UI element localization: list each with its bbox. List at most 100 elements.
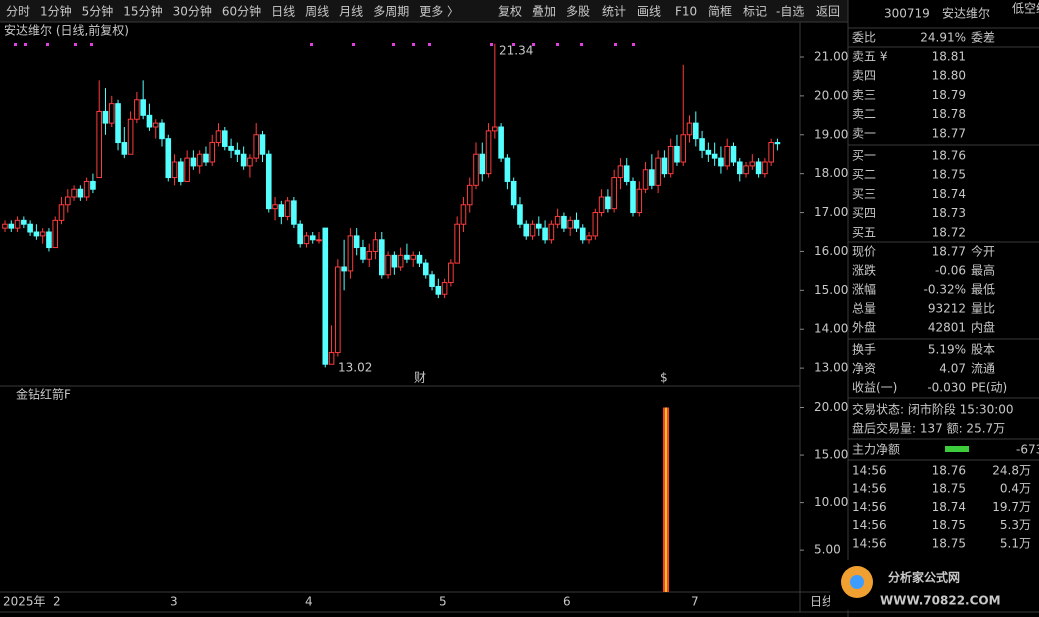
candle-body <box>203 153 209 163</box>
candle-body <box>328 352 335 365</box>
value: -0.030 <box>927 381 966 395</box>
toolbar-button[interactable]: 返回 <box>816 5 840 19</box>
candle-body <box>65 196 71 206</box>
candle-body <box>83 180 90 198</box>
candle-body <box>592 212 599 237</box>
indicator-title: 金钻红箭F <box>16 387 71 402</box>
candle-body <box>247 157 253 167</box>
candle-body <box>90 180 96 190</box>
candle-body <box>674 145 680 163</box>
candle-body <box>234 149 241 155</box>
candle-body <box>259 134 266 155</box>
candle-body <box>623 165 630 182</box>
signal-bar-core <box>665 407 667 592</box>
candle-body <box>466 184 473 206</box>
signal-dot <box>532 43 535 46</box>
candle-body <box>379 239 385 276</box>
candle-body <box>492 126 498 132</box>
tick-volume: 24.8万 <box>992 464 1031 478</box>
stock-code: 300719 <box>884 7 930 21</box>
candle-body <box>152 122 159 128</box>
label: 总量 <box>852 302 876 316</box>
label: 现价 <box>852 245 876 259</box>
toolbar-button[interactable]: F10 <box>675 5 697 19</box>
y-tick-label: 15.00 <box>814 448 848 462</box>
y-tick-label: 21.00 <box>814 50 848 64</box>
y-tick-label: 16.00 <box>814 244 848 258</box>
candle-body <box>228 145 234 151</box>
y-tick-label: 18.00 <box>814 166 848 180</box>
candle-body <box>649 169 655 186</box>
toolbar-button[interactable]: 分时 <box>6 5 30 19</box>
candle-body <box>190 157 197 167</box>
candle-body <box>630 180 636 214</box>
toolbar-button[interactable]: 5分钟 <box>82 4 114 19</box>
signal-dot <box>490 43 493 46</box>
toolbar-button[interactable]: 画线 <box>637 5 661 19</box>
y-tick-label: 17.00 <box>814 205 848 219</box>
candle-body <box>743 165 749 175</box>
toolbar-button[interactable]: 日线 <box>271 5 295 19</box>
toolbar-button[interactable]: 60分钟 <box>222 4 261 19</box>
candle-body <box>46 231 52 249</box>
signal-dot <box>556 43 559 46</box>
candle-body <box>21 219 27 225</box>
tick-time: 14:56 <box>852 536 887 550</box>
candle-body <box>536 223 542 229</box>
toolbar-button[interactable]: 复权 <box>498 5 522 19</box>
label: 卖一 <box>852 126 876 140</box>
candle-body <box>561 215 567 229</box>
toolbar-button[interactable]: -自选 <box>776 5 804 19</box>
label: 最高 <box>971 263 995 278</box>
candle-body <box>222 130 228 147</box>
toolbar-button[interactable]: 统计 <box>602 5 626 19</box>
candle-body <box>416 254 423 264</box>
candle-body <box>730 145 737 163</box>
candle-body <box>711 153 718 159</box>
toolbar-button[interactable]: 15分钟 <box>123 4 162 19</box>
toolbar-button[interactable]: 多股 <box>566 5 590 19</box>
candle-body <box>33 231 40 237</box>
candle-body <box>27 223 33 233</box>
label: 主力净额 <box>852 443 900 457</box>
signal-dot <box>24 43 27 46</box>
toolbar-button[interactable]: 周线 <box>305 5 329 19</box>
toolbar-button[interactable]: 30分钟 <box>173 4 212 19</box>
label: 卖二 <box>852 107 876 121</box>
candle-body <box>554 215 561 225</box>
toolbar-button[interactable]: 叠加 <box>532 5 556 19</box>
candle-body <box>448 262 454 284</box>
candle-body <box>2 223 8 229</box>
candle-body <box>284 200 291 217</box>
toolbar-button[interactable]: 简框 <box>708 5 732 19</box>
candle-body <box>77 188 84 198</box>
value: 42801 <box>928 321 966 335</box>
x-tick-label: 5 <box>439 595 447 609</box>
y-tick-label: 13.00 <box>814 361 848 375</box>
label: 买一 <box>852 149 876 163</box>
toolbar-button[interactable]: 1分钟 <box>40 4 72 19</box>
candle-body <box>102 110 109 124</box>
x-tick-label: 4 <box>305 595 313 609</box>
candle-body <box>265 153 272 210</box>
candle-body <box>134 99 140 120</box>
candle-body <box>422 262 429 276</box>
candle-body <box>146 114 153 128</box>
toolbar-button[interactable]: 更多 〉 <box>419 5 459 19</box>
toolbar-button[interactable]: 月线 <box>339 5 363 19</box>
candle-body <box>636 188 643 214</box>
value: 18.77 <box>932 245 966 259</box>
candle-body <box>397 254 404 268</box>
toolbar-button[interactable]: 标记 <box>743 5 767 19</box>
candle-body <box>184 157 190 182</box>
label: 流通 <box>971 362 995 376</box>
candle-body <box>454 223 460 264</box>
y-tick-label: 10.00 <box>814 495 848 509</box>
toolbar-button[interactable]: 多周期 <box>373 5 409 19</box>
candle-body <box>598 196 605 214</box>
label: 卖四 <box>852 69 876 83</box>
value: 18.81 <box>932 50 966 64</box>
candle-body <box>322 227 329 365</box>
